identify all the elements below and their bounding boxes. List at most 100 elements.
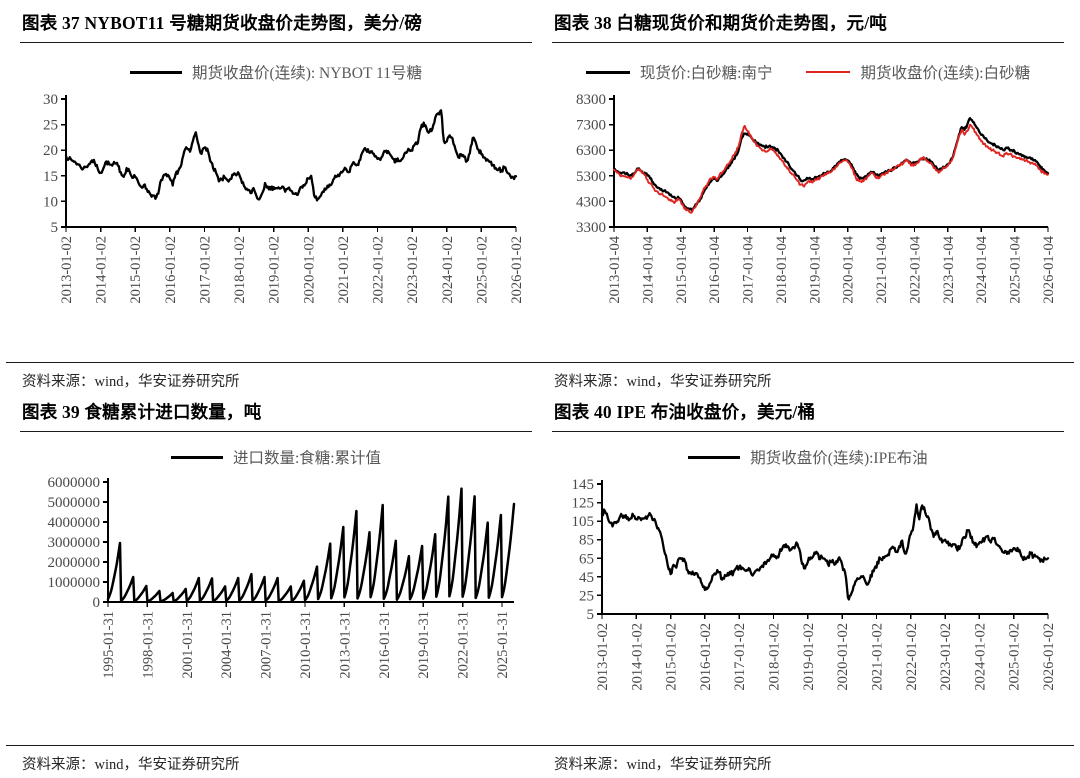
line-sample-icon bbox=[170, 455, 223, 459]
row1-sources: 资料来源：wind，华安证券研究所 资料来源：wind，华安证券研究所 bbox=[0, 363, 1080, 395]
svg-text:2016-01-31: 2016-01-31 bbox=[377, 611, 393, 679]
svg-text:1995-01-31: 1995-01-31 bbox=[101, 611, 117, 679]
svg-text:125: 125 bbox=[572, 496, 595, 512]
chart-38-canvas: 3300 4300 5300 6300 7300 8300 2013-01-04 2014-0… bbox=[576, 92, 1057, 304]
legend-label: 期货收盘价(连续): NYBOT 11号糖 bbox=[192, 65, 422, 82]
svg-text:2023-01-04: 2023-01-04 bbox=[941, 235, 957, 303]
svg-text:85: 85 bbox=[579, 533, 594, 549]
svg-text:2021-01-04: 2021-01-04 bbox=[874, 235, 890, 303]
svg-text:2004-01-31: 2004-01-31 bbox=[219, 611, 235, 679]
svg-text:2021-01-02: 2021-01-02 bbox=[336, 236, 352, 304]
svg-text:3300: 3300 bbox=[576, 220, 606, 236]
svg-text:2026-01-02: 2026-01-02 bbox=[1041, 623, 1057, 691]
svg-text:5: 5 bbox=[51, 220, 59, 236]
svg-text:2026-01-04: 2026-01-04 bbox=[1041, 235, 1057, 303]
svg-text:2013-01-02: 2013-01-02 bbox=[59, 236, 75, 304]
svg-text:7300: 7300 bbox=[576, 118, 606, 134]
svg-text:2014-01-02: 2014-01-02 bbox=[94, 236, 110, 304]
svg-text:2017-01-02: 2017-01-02 bbox=[197, 236, 213, 304]
svg-text:2024-01-02: 2024-01-02 bbox=[440, 236, 456, 304]
line-sample-icon bbox=[688, 455, 741, 459]
svg-text:20: 20 bbox=[43, 143, 58, 159]
panel-40-legend: 期货收盘价(连续):IPE布油 bbox=[552, 446, 1064, 468]
svg-text:2026-01-02: 2026-01-02 bbox=[509, 236, 525, 304]
legend-item: 期货收盘价(连续):IPE布油 bbox=[688, 446, 928, 468]
svg-text:2007-01-31: 2007-01-31 bbox=[259, 611, 275, 679]
svg-text:2022-01-31: 2022-01-31 bbox=[456, 611, 472, 679]
svg-text:25: 25 bbox=[43, 118, 58, 134]
svg-text:2020-01-04: 2020-01-04 bbox=[841, 235, 857, 303]
row2-sources: 资料来源：wind，华安证券研究所 资料来源：wind，华安证券研究所 bbox=[0, 746, 1080, 778]
chart-38-white-sugar: 3300 4300 5300 6300 7300 8300 2013-01-04 2014-0… bbox=[552, 85, 1064, 326]
svg-text:2010-01-31: 2010-01-31 bbox=[298, 611, 314, 679]
row1-charts: 图表 37 NYBOT11 号糖期货收盘价走势图，美分/磅 期货收盘价(连续):… bbox=[0, 0, 1080, 326]
svg-text:2018-01-02: 2018-01-02 bbox=[232, 236, 248, 304]
svg-text:2024-01-02: 2024-01-02 bbox=[972, 623, 988, 691]
source-note: 资料来源：wind，华安证券研究所 bbox=[554, 757, 772, 773]
svg-text:2025-01-02: 2025-01-02 bbox=[1007, 623, 1023, 691]
svg-text:2024-01-04: 2024-01-04 bbox=[974, 235, 990, 303]
svg-text:2022-01-02: 2022-01-02 bbox=[371, 236, 387, 304]
panel-37-legend: 期货收盘价(连续): NYBOT 11号糖 bbox=[20, 61, 532, 83]
panel-38-title: 图表 38 白糖现货价和期货价走势图，元/吨 bbox=[552, 0, 1064, 43]
legend-item: 期货收盘价(连续): NYBOT 11号糖 bbox=[130, 61, 422, 83]
svg-text:2016-01-04: 2016-01-04 bbox=[707, 235, 723, 303]
svg-text:0: 0 bbox=[93, 595, 101, 611]
legend-item: 期货收盘价(连续):白砂糖 bbox=[806, 61, 1030, 83]
chart-39-canvas: 0 1000000 2000000 3000000 4000000 5000000 6000… bbox=[48, 475, 516, 679]
chart-40-brent-oil: 5 25 45 65 85 105 125 145 2013-01-02 2014-01-02 20… bbox=[552, 470, 1064, 715]
panel-38-legend: 现货价:白砂糖:南宁 期货收盘价(连续):白砂糖 bbox=[552, 61, 1064, 83]
svg-text:8300: 8300 bbox=[576, 92, 606, 108]
svg-text:145: 145 bbox=[572, 477, 595, 493]
svg-text:5300: 5300 bbox=[576, 169, 606, 185]
svg-text:5: 5 bbox=[587, 607, 595, 623]
legend-item: 进口数量:食糖:累计值 bbox=[170, 446, 382, 468]
svg-text:1998-01-31: 1998-01-31 bbox=[140, 611, 156, 679]
line-sample-icon bbox=[585, 70, 630, 74]
svg-text:2019-01-31: 2019-01-31 bbox=[416, 611, 432, 679]
svg-text:2015-01-04: 2015-01-04 bbox=[674, 235, 690, 303]
svg-text:2014-01-04: 2014-01-04 bbox=[640, 235, 656, 303]
legend-label: 期货收盘价(连续):IPE布油 bbox=[750, 450, 928, 467]
chart-37-sugar-futures: 5 10 15 20 25 30 2013-01-02 2014-01-02 2015-01-0… bbox=[20, 85, 532, 326]
svg-text:2015-01-02: 2015-01-02 bbox=[128, 236, 144, 304]
svg-text:2001-01-31: 2001-01-31 bbox=[180, 611, 196, 679]
svg-text:2025-01-31: 2025-01-31 bbox=[495, 611, 511, 679]
svg-text:1000000: 1000000 bbox=[48, 575, 101, 591]
svg-text:2013-01-02: 2013-01-02 bbox=[595, 623, 611, 691]
svg-text:10: 10 bbox=[43, 194, 58, 210]
svg-text:105: 105 bbox=[572, 514, 595, 530]
panel-38: 图表 38 白糖现货价和期货价走势图，元/吨 现货价:白砂糖:南宁 期货收盘价(… bbox=[552, 0, 1064, 326]
source-note: 资料来源：wind，华安证券研究所 bbox=[554, 374, 772, 390]
svg-text:2000000: 2000000 bbox=[48, 555, 101, 571]
line-sample-icon bbox=[130, 70, 183, 74]
svg-text:2013-01-04: 2013-01-04 bbox=[607, 235, 623, 303]
svg-text:2017-01-02: 2017-01-02 bbox=[732, 623, 748, 691]
panel-40: 图表 40 IPE 布油收盘价，美元/桶 期货收盘价(连续):IPE布油 5 25… bbox=[552, 395, 1064, 715]
svg-text:2019-01-04: 2019-01-04 bbox=[807, 235, 823, 303]
svg-text:2016-01-02: 2016-01-02 bbox=[163, 236, 179, 304]
legend-label: 现货价:白砂糖:南宁 bbox=[639, 65, 773, 82]
svg-text:2016-01-02: 2016-01-02 bbox=[698, 623, 714, 691]
svg-text:3000000: 3000000 bbox=[48, 535, 101, 551]
panel-37-title: 图表 37 NYBOT11 号糖期货收盘价走势图，美分/磅 bbox=[20, 0, 532, 43]
svg-text:25: 25 bbox=[579, 588, 594, 604]
svg-text:2025-01-04: 2025-01-04 bbox=[1008, 235, 1024, 303]
legend-label: 进口数量:食糖:累计值 bbox=[232, 450, 382, 467]
legend-label: 期货收盘价(连续):白砂糖 bbox=[860, 65, 1031, 82]
panel-39: 图表 39 食糖累计进口数量，吨 进口数量:食糖:累计值 0 1000000 200… bbox=[20, 395, 532, 715]
svg-text:6300: 6300 bbox=[576, 143, 606, 159]
divider-line bbox=[6, 745, 1074, 746]
divider-line bbox=[6, 362, 1074, 363]
svg-text:6000000: 6000000 bbox=[48, 475, 101, 491]
svg-text:2017-01-04: 2017-01-04 bbox=[741, 235, 757, 303]
svg-text:2014-01-02: 2014-01-02 bbox=[629, 623, 645, 691]
svg-text:65: 65 bbox=[579, 551, 594, 567]
svg-text:2015-01-02: 2015-01-02 bbox=[664, 623, 680, 691]
svg-text:45: 45 bbox=[579, 570, 594, 586]
svg-text:2018-01-04: 2018-01-04 bbox=[774, 235, 790, 303]
row2-charts: 图表 39 食糖累计进口数量，吨 进口数量:食糖:累计值 0 1000000 200… bbox=[0, 395, 1080, 715]
chart-37-canvas: 5 10 15 20 25 30 2013-01-02 2014-01-02 2015-01-0… bbox=[43, 92, 525, 304]
chart-39-sugar-imports: 0 1000000 2000000 3000000 4000000 5000000 6000… bbox=[20, 470, 532, 701]
chart-40-canvas: 5 25 45 65 85 105 125 145 2013-01-02 2014-01-02 20… bbox=[572, 477, 1058, 691]
